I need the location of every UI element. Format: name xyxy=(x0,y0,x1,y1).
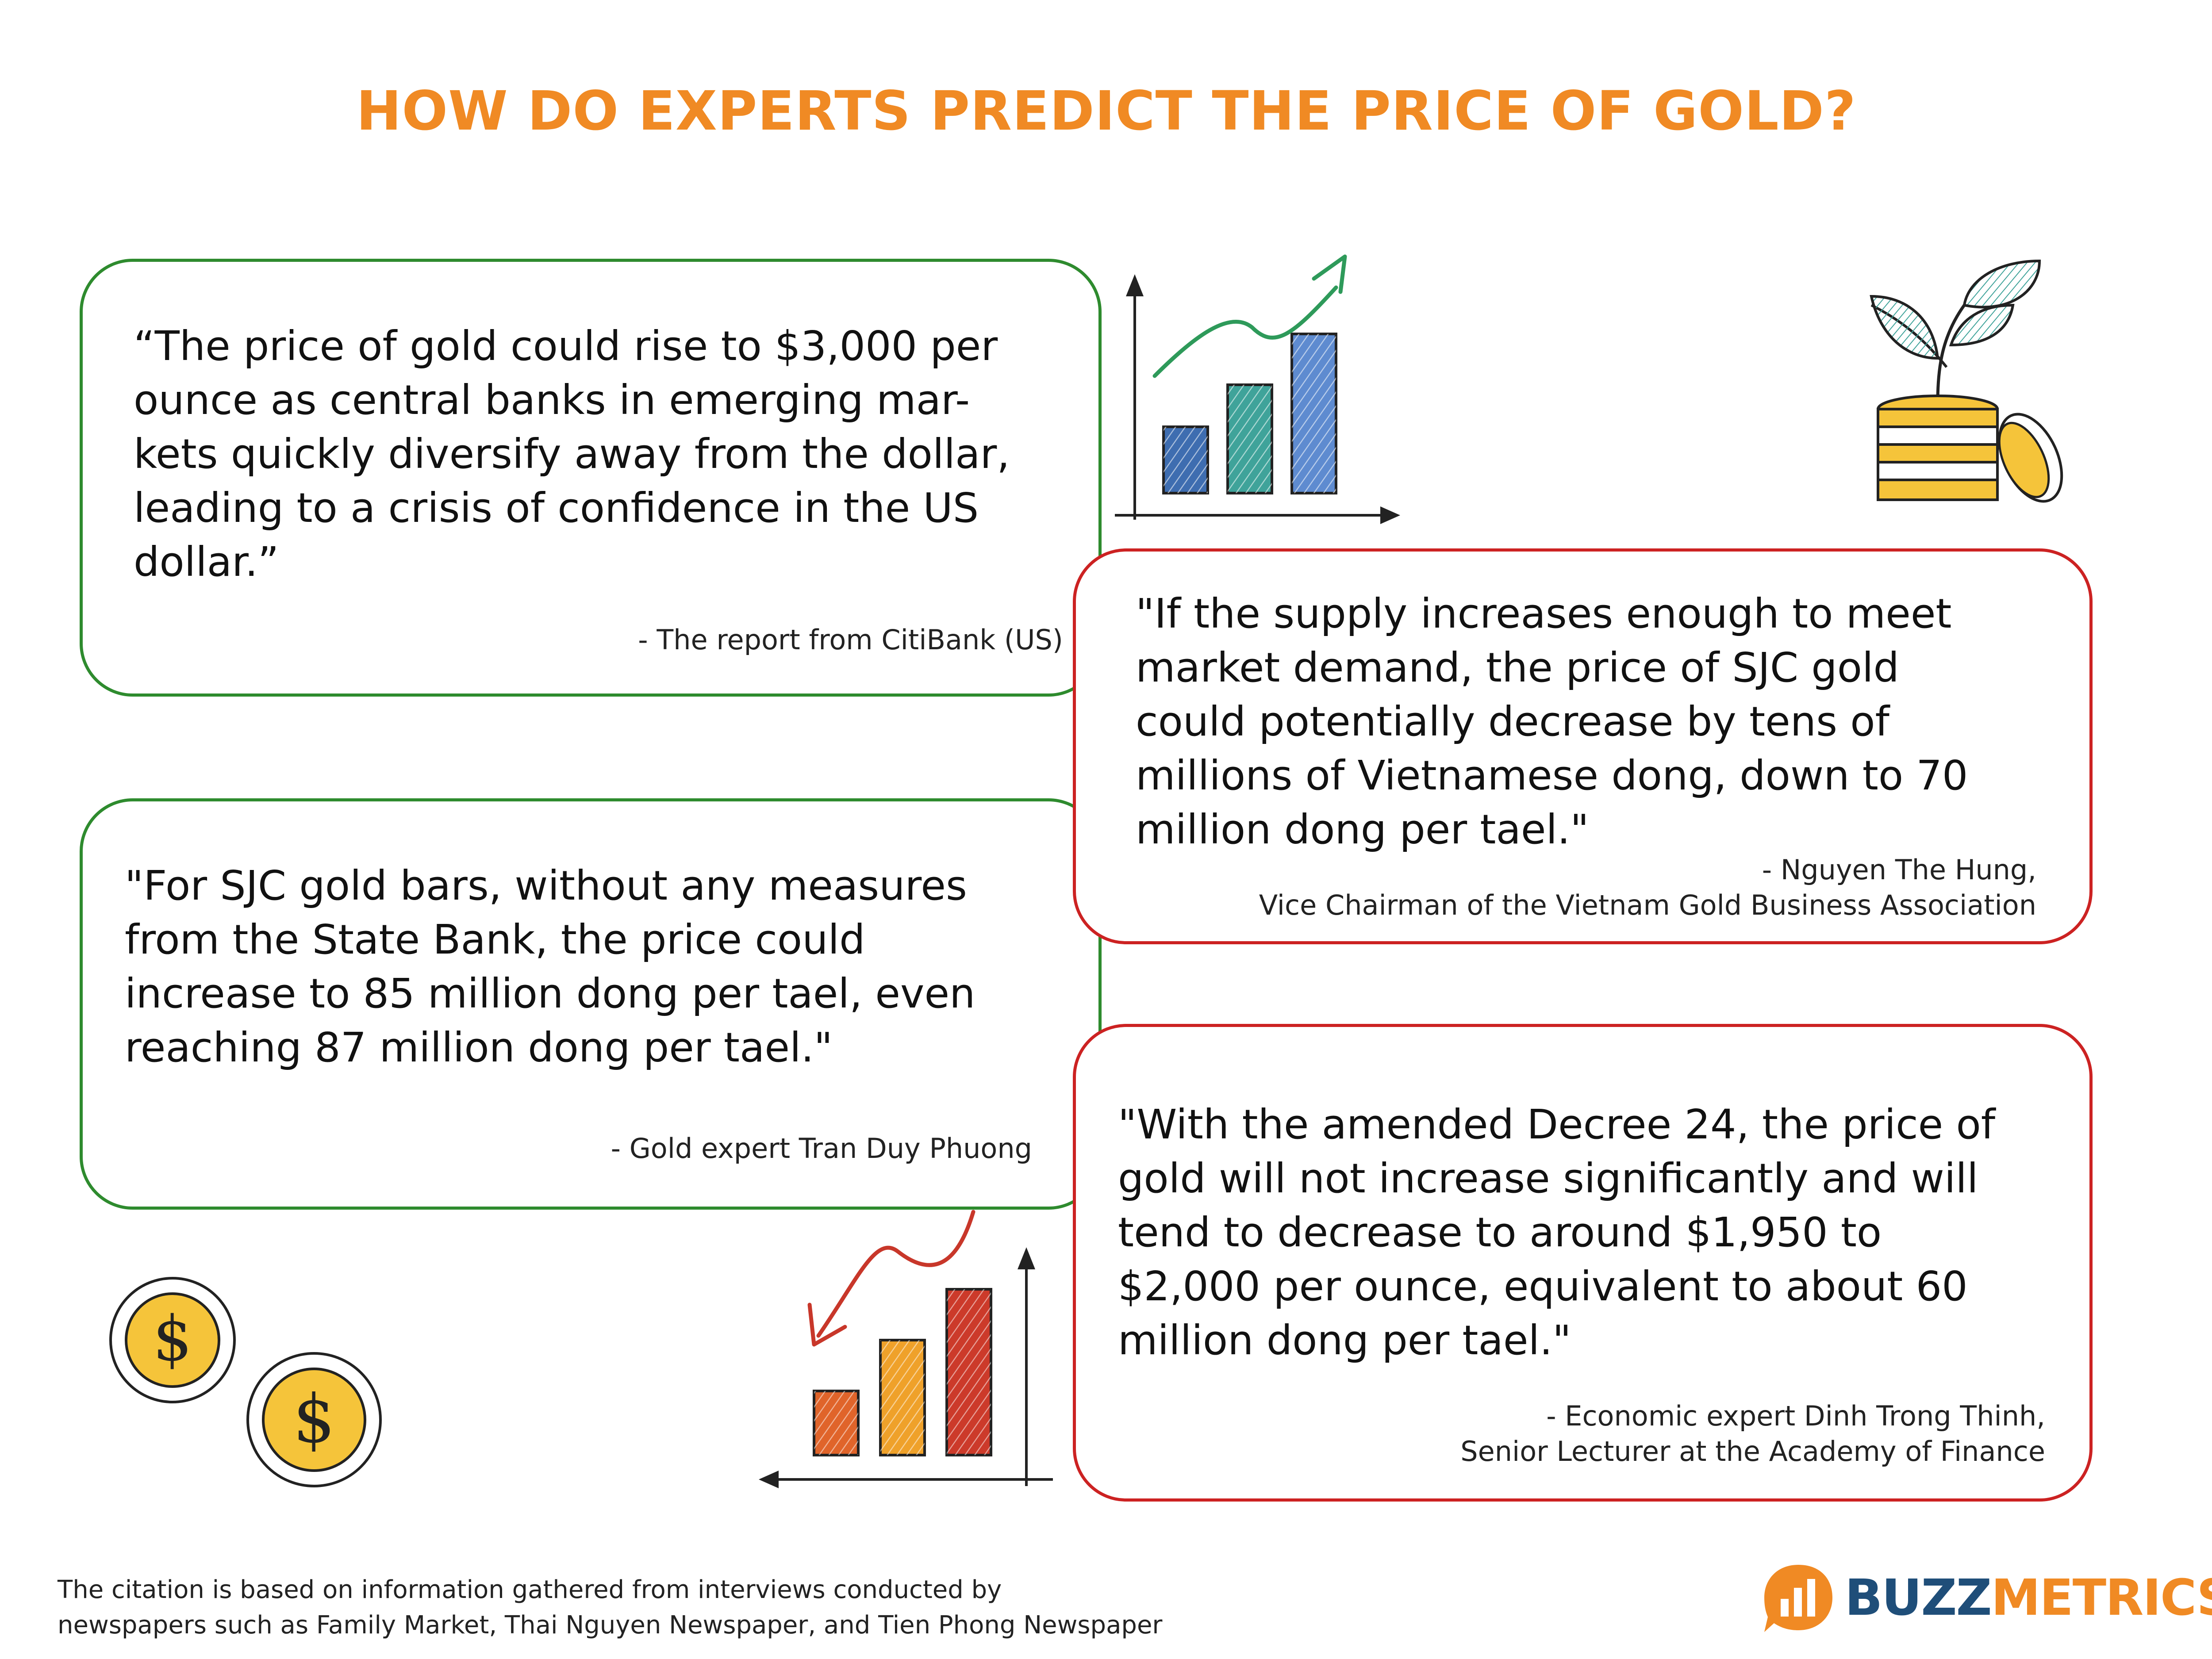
dollar-coins-icon: $ $ xyxy=(109,1277,382,1487)
logo-bubble-icon xyxy=(1764,1565,1832,1632)
attribution-dinh-trong-thinh: - Economic expert Dinh Trong Thinh, Seni… xyxy=(1460,1400,2045,1467)
bar-chart-up-icon xyxy=(1115,254,1400,524)
quote-text-tran-duy-phuong: "For SJC gold bars, without any measures… xyxy=(125,862,975,1071)
quote-text-dinh-trong-thinh: "With the amended Decree 24, the price o… xyxy=(1118,1101,1996,1364)
attribution-citibank: - The report from CitiBank (US) xyxy=(638,624,1063,656)
quote-card-nguyen-the-hung: "If the supply increases enough to meet … xyxy=(1073,548,2093,944)
page-title: HOW DO EXPERTS PREDICT THE PRICE OF GOLD… xyxy=(356,80,1856,142)
svg-text:$: $ xyxy=(153,1303,192,1375)
citation-footnote: The citation is based on information gat… xyxy=(58,1575,1163,1640)
logo-buzz: BUZZ xyxy=(1845,1569,1992,1627)
quote-card-tran-duy-phuong: "For SJC gold bars, without any measures… xyxy=(80,798,1102,1210)
quote-text-citibank: “The price of gold could rise to $3,000 … xyxy=(134,322,1010,586)
svg-text:$: $ xyxy=(293,1381,335,1458)
bar-chart-down-icon xyxy=(759,1210,1053,1488)
quote-card-dinh-trong-thinh: "With the amended Decree 24, the price o… xyxy=(1073,1024,2093,1502)
buzzmetrics-logo: BUZZMETRICS xyxy=(1761,1561,2212,1632)
logo-metrics: METRICS xyxy=(1991,1569,2212,1627)
quote-text-nguyen-the-hung: "If the supply increases enough to meet … xyxy=(1136,590,1968,853)
plant-coins-icon xyxy=(1870,259,2063,503)
quote-card-citibank: “The price of gold could rise to $3,000 … xyxy=(80,259,1102,697)
attribution-nguyen-the-hung: - Nguyen The Hung, Vice Chairman of the … xyxy=(1259,854,2036,921)
logo-wordmark: BUZZMETRICS xyxy=(1845,1569,2212,1627)
attribution-tran-duy-phuong: - Gold expert Tran Duy Phuong xyxy=(611,1132,1032,1165)
